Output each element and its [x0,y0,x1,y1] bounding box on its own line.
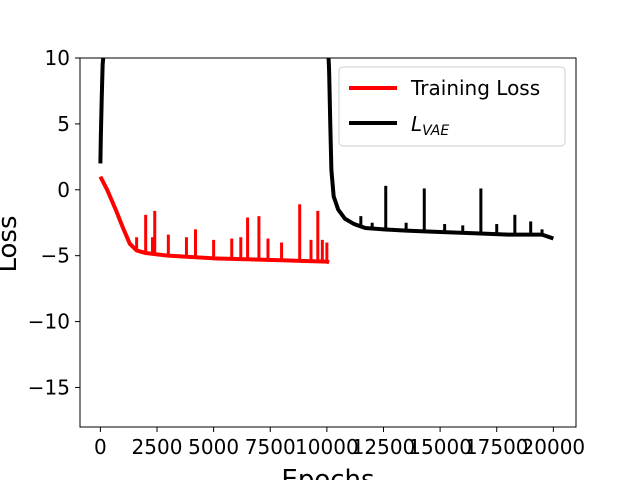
plot-frame [79,57,577,428]
x-tick-label: 2500 [132,435,183,459]
x-tick-label: 5000 [188,435,239,459]
x-tick-label: 17500 [465,435,529,459]
legend-label-training-loss: Training Loss [410,76,540,100]
legend-label-lvae: LVAE [411,112,449,139]
x-tick-label: 15000 [408,435,472,459]
x-tick-label: 12500 [352,435,416,459]
x-tick-label: 7500 [245,435,296,459]
y-tick-label: −15 [28,375,70,399]
y-axis-label: Loss [0,215,23,272]
legend: Training Loss LVAE [338,66,566,147]
y-tick-label: 10 [45,46,70,70]
x-tick-label: 10000 [295,435,359,459]
y-axis-ticks: 10 5 0 −5 −10 −15 [28,46,80,399]
x-tick-label: 20000 [522,435,586,459]
series-layer [98,58,555,265]
x-tick-label: 0 [94,435,107,459]
y-tick-label: −5 [41,244,70,268]
series-line-lvae [98,58,555,241]
y-tick-label: −10 [28,310,70,334]
y-tick-label: 5 [57,112,70,136]
y-tick-label: 0 [57,178,70,202]
x-axis-label: Epochs [281,465,374,480]
